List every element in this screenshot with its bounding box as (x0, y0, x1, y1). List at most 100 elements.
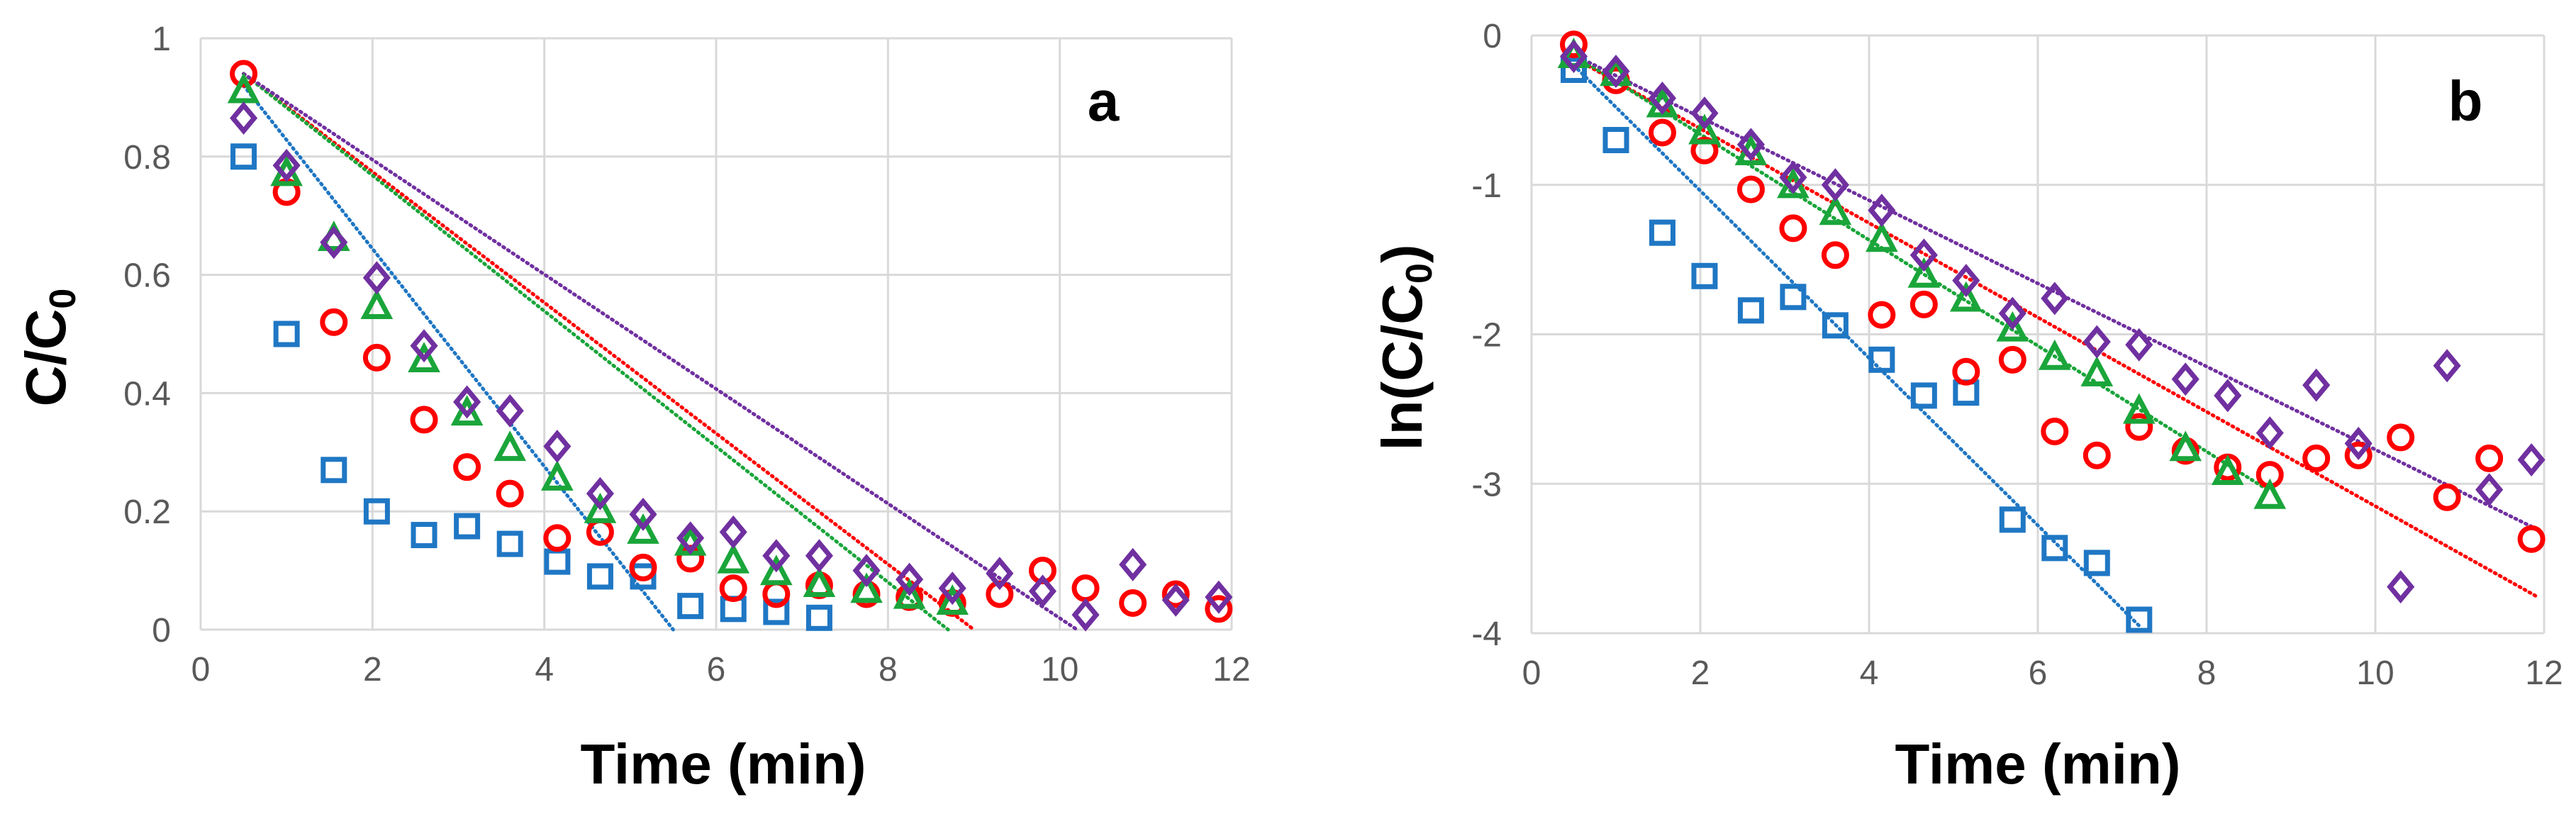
data-point-square (363, 498, 390, 525)
data-point-diamond (1559, 40, 1588, 73)
data-point-circle (320, 308, 348, 336)
data-point-square (2083, 550, 2110, 576)
data-point-diamond (496, 394, 524, 428)
data-point-square (1910, 382, 1937, 409)
data-point-diamond (1736, 128, 1765, 162)
y-tick-labels: -4 -3 -2 -1 0 (1471, 18, 1502, 653)
data-point-circle (2041, 417, 2069, 445)
data-point-circle (496, 479, 524, 508)
data-point-diamond (1648, 82, 1677, 115)
data-point-circle (2125, 413, 2153, 441)
y-axis-title-main: C/C (14, 309, 77, 407)
data-point-circle (1736, 175, 1765, 203)
data-point-square (1999, 506, 2026, 533)
data-point-diamond (230, 101, 258, 135)
trend-line-diamond (242, 72, 1079, 632)
data-point-square (1649, 219, 1675, 246)
data-markers (1557, 30, 2546, 633)
data-point-circle (2517, 525, 2546, 553)
trend-line-circle (1572, 56, 2538, 598)
y-tick-label: 0.8 (123, 139, 171, 177)
data-point-circle (453, 453, 481, 481)
data-point-diamond (1821, 168, 1849, 202)
data-point-diamond (272, 148, 301, 182)
x-tick-label: 6 (2029, 654, 2048, 692)
data-point-triangle (1996, 311, 2029, 342)
data-point-diamond (1071, 598, 1100, 632)
data-point-triangle (1907, 257, 1941, 288)
data-point-diamond (543, 429, 571, 463)
data-point-diamond (586, 476, 614, 511)
data-point-circle (1119, 589, 1147, 617)
data-point-diamond (410, 329, 438, 363)
y-axis-title-main: ln(C/C (1371, 284, 1434, 451)
x-axis-title: Time (min) (580, 732, 866, 796)
data-point-triangle (1688, 113, 1721, 145)
data-point-square (496, 530, 523, 557)
data-point-diamond (1868, 194, 1896, 228)
trend-line-circle (242, 72, 976, 632)
data-point-triangle (1950, 281, 1983, 312)
data-point-square (1691, 262, 1718, 289)
y-tick-label: 0.4 (123, 375, 171, 413)
data-point-square (411, 522, 437, 549)
data-point-circle (2344, 441, 2373, 469)
data-point-triangle (850, 572, 883, 603)
y-tick-label: 0 (152, 612, 171, 649)
data-point-diamond (1779, 160, 1807, 194)
data-point-circle (1998, 345, 2026, 374)
x-tick-label: 2 (363, 651, 382, 688)
data-point-square (1868, 346, 1895, 373)
data-point-square (805, 604, 832, 631)
trend-line-triangle (242, 72, 950, 632)
data-point-circle (410, 406, 438, 434)
data-point-diamond (1909, 238, 1938, 272)
data-point-square (230, 143, 257, 170)
data-point-diamond (852, 554, 881, 588)
data-point-triangle (494, 430, 527, 462)
panel-label: b (2448, 69, 2483, 133)
y-axis-title-subscript: 0 (1399, 263, 1440, 284)
trend-line-square (242, 84, 675, 632)
data-point-diamond (938, 572, 966, 606)
data-point-diamond (629, 497, 657, 531)
data-point-circle (1909, 290, 1938, 318)
y-tick-label: 1 (152, 21, 171, 58)
data-point-triangle (2211, 455, 2244, 485)
data-point-square (544, 548, 571, 575)
data-point-square (630, 563, 657, 590)
trend-lines (242, 72, 1079, 632)
data-point-circle (586, 518, 614, 546)
data-point-diamond (2082, 325, 2111, 359)
data-point-diamond (2517, 443, 2546, 476)
data-point-triangle (893, 578, 926, 609)
data-point-triangle (227, 72, 260, 104)
data-point-diamond (2387, 570, 2415, 604)
y-axis-title: ln(C/C0) (1371, 244, 1440, 450)
data-point-diamond (453, 385, 481, 419)
data-markers (227, 60, 1233, 632)
data-point-triangle (627, 513, 659, 544)
data-point-diamond (805, 539, 833, 573)
data-point-diamond (1205, 580, 1233, 614)
gridlines (1530, 34, 2546, 635)
data-point-triangle (360, 289, 394, 319)
y-tick-labels: 0 0.2 0.4 0.6 0.8 1 (123, 21, 171, 649)
data-point-triangle (2253, 478, 2287, 509)
data-point-diamond (1161, 583, 1190, 617)
trend-line-square (1572, 63, 2141, 628)
data-point-triangle (717, 542, 750, 574)
y-axis-title: C/C0 (14, 289, 84, 407)
x-tick-label: 0 (191, 651, 211, 688)
data-point-square (2041, 535, 2068, 562)
x-tick-label: 8 (2197, 654, 2217, 692)
x-tick-label: 12 (2525, 654, 2563, 692)
data-point-circle (230, 60, 258, 88)
data-point-circle (1868, 301, 1896, 329)
chart-panel-a: 0 0.2 0.4 0.6 0.8 1 0 2 4 6 8 10 12 a Time (min) C/… (14, 21, 1251, 796)
y-tick-label: -2 (1471, 317, 1502, 355)
data-point-square (320, 457, 347, 484)
data-point-triangle (2122, 393, 2156, 424)
x-tick-label: 0 (1522, 654, 1541, 692)
